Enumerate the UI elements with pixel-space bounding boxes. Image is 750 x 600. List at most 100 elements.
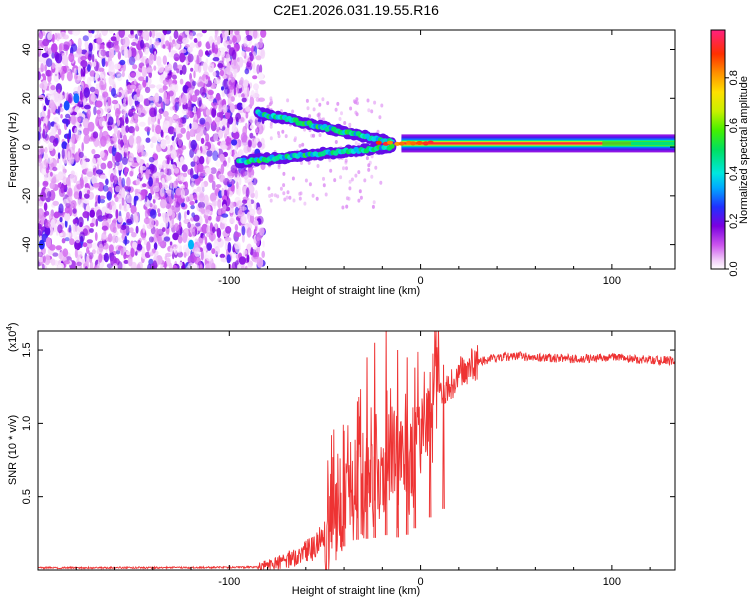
heatmap-noise-blob [59, 217, 63, 223]
heatmap-noise-blob [256, 121, 263, 128]
heatmap-noise-blob [156, 143, 162, 153]
heatmap-noise-blob [120, 139, 124, 148]
heatmap-noise-blob [137, 53, 140, 61]
heatmap-noise-blob [189, 113, 193, 119]
heatmap-noise-blob [47, 142, 54, 152]
heatmap-noise-blob [193, 70, 196, 79]
heatmap-noise-blob [137, 107, 142, 116]
heatmap-faint-point [307, 160, 311, 165]
heatmap-noise-blob [218, 129, 224, 139]
heatmap-noise-blob [176, 68, 180, 74]
heatmap-noise-blob [119, 59, 126, 66]
heatmap-noise-blob [153, 65, 157, 71]
heatmap-noise-blob [152, 185, 160, 193]
heatmap-frame [37, 29, 676, 270]
heatmap-noise-blob [227, 44, 231, 49]
heatmap-noise-blob [80, 81, 84, 90]
heatmap-noise-blob [44, 210, 50, 216]
heatmap-noise-blob [63, 158, 69, 164]
heatmap-noise-blob [242, 185, 246, 195]
heatmap-noise-blob [211, 107, 217, 118]
heatmap-noise-blob [128, 56, 136, 66]
heatmap-noise-blob [120, 103, 127, 111]
heatmap-noise-blob [161, 227, 166, 233]
heatmap-noise-blob [92, 61, 97, 68]
heatmap-faint-point [338, 117, 342, 121]
heatmap-noise-blob [129, 170, 134, 177]
snr-spike [365, 357, 369, 539]
heatmap-noise-blob [127, 48, 132, 59]
heatmap-noise-blob [42, 128, 46, 139]
heatmap-noise-blob [56, 158, 60, 164]
heatmap-noise-blob [135, 178, 141, 186]
heatmap-noise-blob [52, 138, 58, 147]
heatmap-noise-blob [242, 199, 248, 204]
heatmap-noise-blob [70, 170, 76, 176]
heatmap-noise-blob [173, 30, 179, 40]
heatmap-noise-blob [103, 252, 109, 263]
heatmap-noise-blob [53, 116, 59, 123]
heatmap-junction-dash [375, 140, 382, 145]
heatmap-noise-blob [146, 67, 153, 73]
heatmap-noise-blob [136, 243, 143, 251]
heatmap-noise-blob [56, 173, 64, 181]
heatmap-noise-blob [163, 120, 170, 128]
heatmap-noise-blob [95, 37, 102, 45]
heatmap-noise-blob [169, 262, 173, 269]
colorbar [710, 29, 726, 270]
heatmap-noise-blob [189, 193, 194, 202]
heatmap-noise-blob [67, 93, 73, 104]
heatmap-y-tick-label: -20 [21, 188, 33, 204]
heatmap-faint-point [322, 183, 326, 188]
heatmap-noise-blob [156, 56, 162, 67]
heatmap-junction-dash [416, 140, 423, 145]
heatmap-noise-blob [196, 186, 202, 192]
heatmap-noise-blob [145, 75, 149, 83]
heatmap-noise-blob [186, 130, 191, 141]
heatmap-noise-blob [148, 217, 155, 228]
heatmap-noise-blob [172, 114, 180, 120]
heatmap-faint-point [324, 192, 328, 197]
heatmap-faint-point [326, 101, 330, 106]
colorbar-ticks: 0.0 0.2 0.4 0.6 0.8 [725, 70, 740, 277]
heatmap-faint-point [301, 142, 305, 147]
heatmap-noise-blob [240, 206, 247, 211]
heatmap-faint-point [279, 186, 283, 191]
heatmap-noise-blob [144, 86, 151, 94]
heatmap-noise-blob [51, 43, 58, 54]
heatmap-noise-blob [107, 96, 112, 107]
heatmap-junction-dash [386, 140, 393, 145]
heatmap-noise-blob [191, 182, 195, 189]
snr-spike [342, 430, 346, 547]
heatmap-noise-blob [158, 88, 165, 93]
heatmap-noise-blob [214, 33, 218, 41]
heatmap-noise-blob [160, 101, 164, 109]
heatmap-noise-blob [155, 228, 160, 238]
heatmap-faint-point [318, 102, 322, 107]
heatmap-noise-blob [58, 43, 63, 53]
heatmap-noise-blob [129, 227, 134, 234]
heatmap-noise-blob [203, 126, 207, 136]
heatmap-noise-blob [107, 121, 111, 126]
heatmap-noise-blob [249, 208, 256, 216]
heatmap-noise-blob [213, 78, 221, 85]
heatmap-noise-blob [165, 98, 170, 105]
heatmap-faint-point [282, 171, 286, 176]
heatmap-noise-blob [261, 250, 266, 258]
heatmap-faint-point [354, 110, 358, 115]
heatmap-noise-blob [80, 60, 88, 68]
heatmap-noise-blob [169, 180, 173, 189]
heatmap-noise-blob [43, 153, 49, 160]
heatmap-noise-blob [189, 128, 195, 138]
heatmap-faint-point [354, 141, 358, 146]
heatmap-noise-blob [198, 100, 202, 107]
heatmap-noise-blob [217, 208, 222, 216]
heatmap-noise-blob [197, 237, 204, 246]
heatmap-noise-blob [255, 134, 259, 144]
heatmap-noise-blob [56, 146, 60, 155]
heatmap-faint-point [370, 109, 374, 114]
heatmap-noise-blob [159, 187, 165, 197]
heatmap-noise-blob [91, 174, 98, 185]
heatmap-noise-blob [132, 241, 138, 250]
heatmap-noise-blob [194, 155, 198, 162]
